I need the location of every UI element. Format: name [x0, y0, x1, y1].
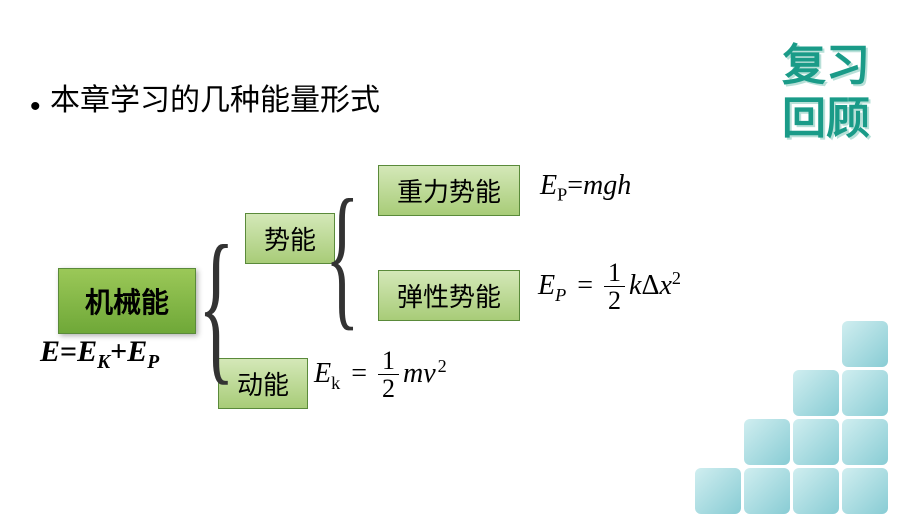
brace-icon: { [325, 175, 360, 335]
corner-title-line1: 复习 [782, 40, 870, 93]
deco-square [793, 419, 839, 465]
equation-kinetic: Ek = 12mv2 [314, 348, 447, 404]
page-heading: 本章学习的几种能量形式 [50, 75, 380, 119]
box-elastic-potential: 弹性势能 [378, 270, 520, 321]
equation-elastic-pe: EP = 12kΔx2 [538, 260, 681, 316]
deco-square [842, 321, 888, 367]
corner-title: 复习 回顾 [782, 40, 870, 146]
box-gravity-potential: 重力势能 [378, 165, 520, 216]
equation-mechanical: E=EK+EP [40, 335, 159, 374]
brace-icon: { [198, 220, 235, 390]
equation-gravity-pe: EP=mgh [540, 170, 631, 206]
box-potential-energy: 势能 [245, 213, 335, 264]
deco-square [842, 370, 888, 416]
deco-square [744, 419, 790, 465]
deco-square [793, 370, 839, 416]
corner-title-line2: 回顾 [782, 93, 870, 146]
deco-square [842, 468, 888, 514]
deco-square [744, 468, 790, 514]
deco-square [842, 419, 888, 465]
deco-square [793, 468, 839, 514]
bullet-icon: • [30, 90, 41, 124]
deco-square [695, 468, 741, 514]
box-mechanical-energy: 机械能 [58, 268, 196, 334]
